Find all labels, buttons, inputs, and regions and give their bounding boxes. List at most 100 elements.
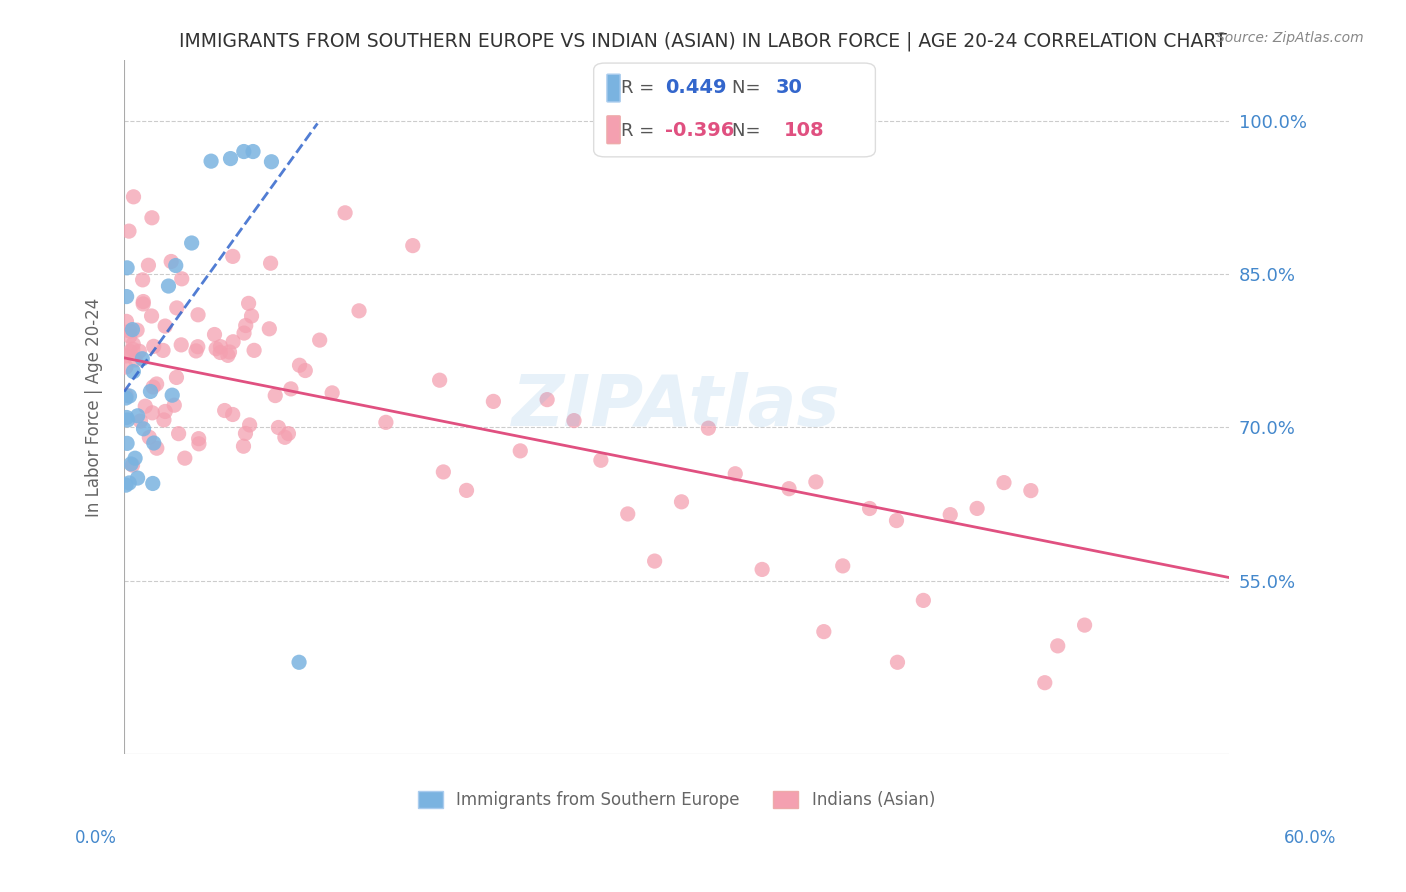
Point [205, 342, 228, 356]
Point [146, 441, 169, 455]
Point [232, 145, 254, 159]
Text: N=: N= [731, 122, 766, 140]
Point [145, 376, 167, 391]
Point [238, 296, 260, 310]
Point [218, 345, 240, 359]
Point [122, 337, 145, 351]
Point [141, 309, 163, 323]
Text: 0.0%: 0.0% [75, 829, 117, 847]
Point [153, 413, 176, 427]
Text: IMMIGRANTS FROM SOUTHERN EUROPE VS INDIAN (ASIAN) IN LABOR FORCE | AGE 20-24 COR: IMMIGRANTS FROM SOUTHERN EUROPE VS INDIA… [179, 31, 1227, 51]
Text: N=: N= [731, 78, 766, 97]
Point [167, 426, 190, 441]
Point [222, 334, 245, 349]
Point [125, 323, 148, 337]
Point [115, 388, 138, 402]
Point [142, 476, 165, 491]
Point [152, 343, 174, 358]
Point [115, 478, 138, 492]
Point [115, 391, 138, 405]
Point [939, 508, 962, 522]
Point [456, 483, 478, 498]
Point [429, 373, 451, 387]
Text: -0.396: -0.396 [665, 121, 735, 140]
Point [308, 333, 330, 347]
Point [778, 482, 800, 496]
Point [277, 426, 299, 441]
Point [115, 260, 138, 275]
Point [697, 421, 720, 435]
Point [280, 382, 302, 396]
Text: 60.0%: 60.0% [1284, 829, 1337, 847]
Point [233, 326, 256, 340]
Point [141, 211, 163, 225]
Text: R =: R = [621, 122, 661, 140]
Point [115, 289, 138, 303]
Text: R =: R = [621, 78, 661, 97]
Point [347, 303, 370, 318]
Point [115, 314, 138, 328]
Point [122, 190, 145, 204]
Point [751, 562, 773, 576]
Point [160, 388, 183, 402]
Point [132, 422, 155, 436]
Point [141, 406, 163, 420]
Point [115, 410, 138, 425]
Point [153, 319, 176, 334]
Point [536, 392, 558, 407]
Point [402, 238, 425, 252]
Point [155, 404, 177, 418]
Point [288, 655, 311, 669]
Point [222, 249, 245, 263]
Point [115, 436, 138, 450]
Point [166, 301, 188, 315]
Point [160, 254, 183, 268]
Point [813, 624, 835, 639]
Point [259, 322, 281, 336]
Point [217, 348, 239, 362]
Point [127, 471, 149, 485]
Point [184, 343, 207, 358]
Point [120, 457, 142, 471]
Point [170, 272, 193, 286]
Point [173, 451, 195, 466]
Text: 0.449: 0.449 [665, 78, 727, 97]
Point [321, 385, 343, 400]
Point [671, 495, 693, 509]
Point [831, 558, 853, 573]
FancyBboxPatch shape [593, 63, 876, 157]
Point [128, 344, 150, 359]
Point [118, 389, 141, 403]
Point [115, 359, 138, 374]
Point [509, 443, 531, 458]
Point [127, 409, 149, 423]
Point [243, 343, 266, 358]
Point [138, 430, 160, 444]
Point [589, 453, 612, 467]
Point [859, 501, 882, 516]
Point [204, 327, 226, 342]
Point [115, 349, 138, 363]
Point [132, 297, 155, 311]
Point [219, 152, 242, 166]
Point [259, 256, 281, 270]
Point [209, 345, 232, 359]
Point [288, 358, 311, 372]
Point [142, 436, 165, 450]
Point [1019, 483, 1042, 498]
Point [122, 365, 145, 379]
Point [118, 329, 141, 343]
Point [616, 507, 638, 521]
Text: 108: 108 [783, 121, 824, 140]
Point [482, 394, 505, 409]
Point [886, 514, 908, 528]
Point [142, 380, 165, 394]
Point [124, 451, 146, 466]
Point [562, 414, 585, 428]
Point [240, 309, 263, 323]
Point [294, 363, 316, 377]
Point [912, 593, 935, 607]
Point [221, 408, 243, 422]
Point [267, 420, 290, 434]
Point [209, 340, 232, 354]
